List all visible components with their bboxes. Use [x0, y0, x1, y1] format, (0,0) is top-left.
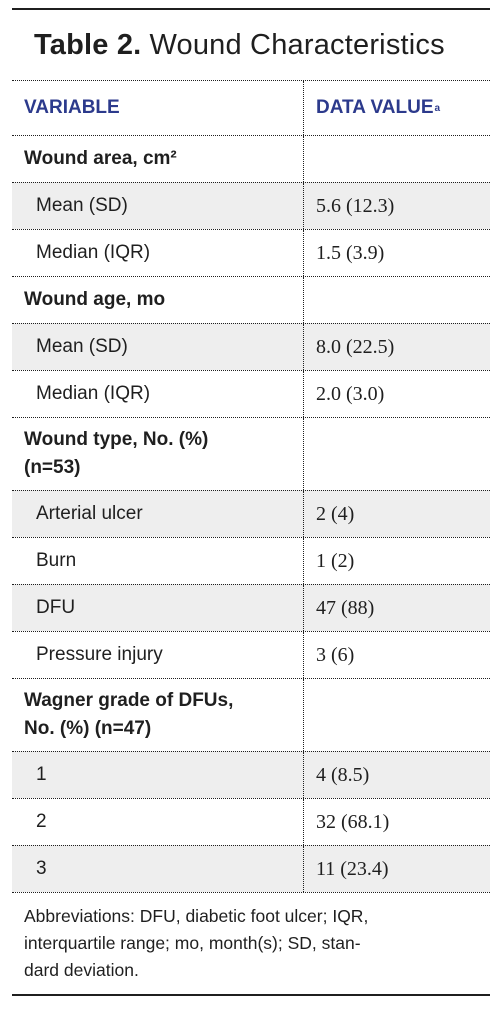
row-value: 5.6 (12.3): [316, 194, 395, 217]
row-value: 1.5 (3.9): [316, 241, 385, 264]
header-value: DATA VALUE a: [304, 81, 490, 135]
table-row: 3 11 (23.4): [12, 845, 490, 892]
section-label: Wound age, mo: [24, 289, 166, 310]
row-label: DFU: [36, 597, 76, 618]
table-row: 2 32 (68.1): [12, 798, 490, 845]
header-variable: VARIABLE: [12, 81, 304, 135]
header-footnote-marker: a: [434, 102, 441, 114]
row-value: 1 (2): [316, 549, 355, 572]
table-row: DFU 47 (88): [12, 584, 490, 631]
row-label: Burn: [36, 550, 77, 571]
header-value-label: DATA VALUE: [316, 97, 434, 118]
section-row: Wagner grade of DFUs, No. (%) (n=47): [12, 678, 490, 751]
table-row: Median (IQR) 2.0 (3.0): [12, 370, 490, 417]
section-row: Wound age, mo: [12, 276, 490, 323]
row-label: Median (IQR): [36, 383, 151, 404]
section-label: Wagner grade of DFUs, No. (%) (n=47): [24, 690, 234, 739]
row-label: Mean (SD): [36, 336, 128, 357]
section-row: Wound area, cm²: [12, 135, 490, 182]
table-title: Table 2. Wound Characteristics: [12, 10, 490, 80]
row-label: 3: [36, 858, 47, 879]
table-row: 1 4 (8.5): [12, 751, 490, 798]
row-value: 2 (4): [316, 502, 355, 525]
row-label: 1: [36, 764, 47, 785]
row-label: 2: [36, 811, 47, 832]
row-value: 32 (68.1): [316, 810, 390, 833]
row-label: Arterial ulcer: [36, 503, 143, 524]
bottom-rule: [12, 994, 490, 996]
row-label: Pressure injury: [36, 644, 163, 665]
table-row: Arterial ulcer 2 (4): [12, 490, 490, 537]
section-label: Wound area, cm²: [24, 148, 177, 169]
row-label: Mean (SD): [36, 195, 128, 216]
row-value: 3 (6): [316, 643, 355, 666]
footnote-line: interquartile range; mo, month(s); SD, s…: [24, 933, 361, 953]
row-label: Median (IQR): [36, 242, 151, 263]
table-number: Table 2.: [34, 28, 142, 61]
table-row: Mean (SD) 5.6 (12.3): [12, 182, 490, 229]
footnote-line: dard deviation.: [24, 960, 139, 980]
top-rule: [12, 8, 490, 10]
table-container: Table 2. Wound Characteristics VARIABLE …: [12, 8, 490, 996]
table-row: Burn 1 (2): [12, 537, 490, 584]
table-title-text: Wound Characteristics: [149, 28, 445, 61]
table-row: Pressure injury 3 (6): [12, 631, 490, 678]
row-value: 11 (23.4): [316, 857, 389, 880]
table-row: Median (IQR) 1.5 (3.9): [12, 229, 490, 276]
table-row: Mean (SD) 8.0 (22.5): [12, 323, 490, 370]
table-footnote: Abbreviations: DFU, diabetic foot ulcer;…: [12, 892, 490, 994]
header-variable-label: VARIABLE: [24, 97, 120, 118]
row-value: 2.0 (3.0): [316, 382, 385, 405]
section-label: Wound type, No. (%) (n=53): [24, 429, 209, 478]
section-row: Wound type, No. (%) (n=53): [12, 417, 490, 490]
row-value: 47 (88): [316, 596, 375, 619]
row-value: 4 (8.5): [316, 763, 370, 786]
row-value: 8.0 (22.5): [316, 335, 395, 358]
header-row: VARIABLE DATA VALUE a: [12, 80, 490, 135]
footnote-line: Abbreviations: DFU, diabetic foot ulcer;…: [24, 906, 369, 926]
